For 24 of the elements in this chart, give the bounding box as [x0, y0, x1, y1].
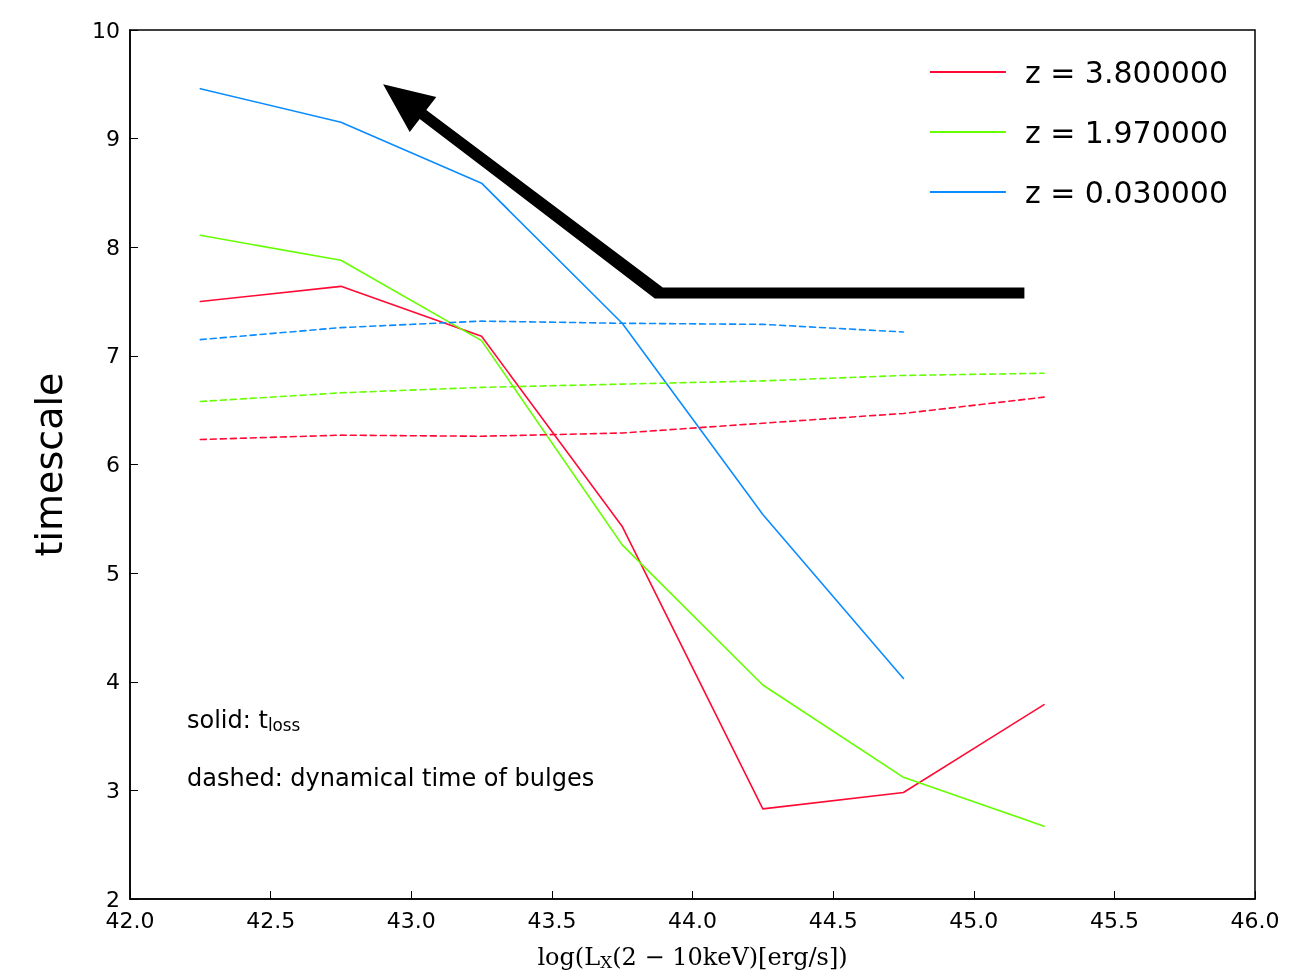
x-tick-label: 45.5	[1089, 907, 1139, 933]
y-tick-label: 7	[106, 343, 120, 369]
x-tick-label: 42.5	[246, 907, 296, 933]
y-tick-label: 8	[106, 234, 120, 260]
y-tick-label: 3	[106, 777, 120, 803]
y-axis-title: timescale	[27, 372, 71, 557]
y-tick-label: 9	[106, 126, 120, 152]
line-series	[199, 87, 905, 680]
y-tick-label: 10	[92, 17, 120, 43]
x-axis-title: log(LX(2 − 10keV)[erg/s])	[537, 943, 848, 973]
y-tick-label: 6	[106, 452, 120, 477]
y-tick-label: 4	[106, 669, 120, 695]
x-tick-label: 43.0	[386, 907, 436, 933]
legend-label: z = 3.800000	[1024, 54, 1229, 90]
x-tick-label: 45.0	[949, 907, 999, 933]
legend-label: z = 1.970000	[1024, 114, 1229, 150]
annotation: solid: tloss	[187, 706, 301, 735]
annotation: dashed: dynamical time of bulges	[187, 764, 595, 792]
x-tick-label: 44.0	[668, 907, 717, 933]
x-tick-label: 46.0	[1230, 907, 1280, 933]
x-tick-label: 43.5	[527, 907, 577, 933]
x-tick-label: 44.5	[808, 907, 858, 933]
legend-label: z = 0.030000	[1024, 174, 1229, 210]
y-tick-label: 5	[106, 560, 120, 586]
